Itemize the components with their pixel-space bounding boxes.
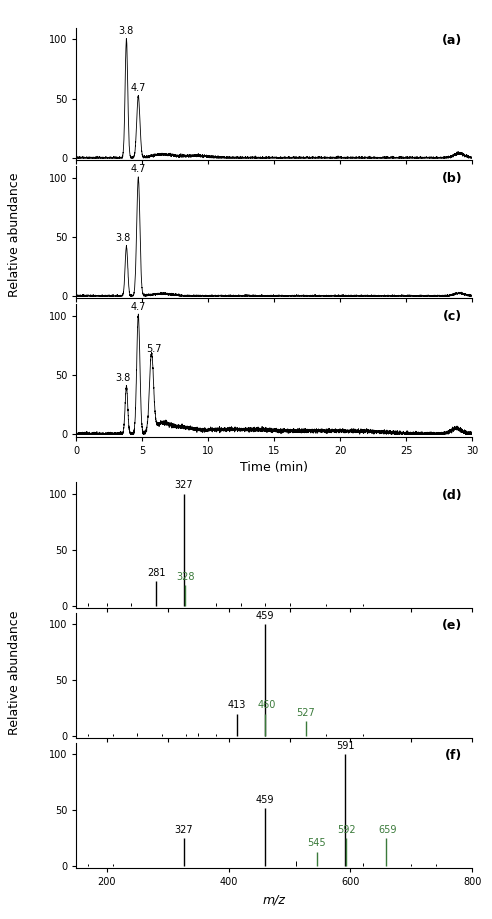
Text: (d): (d) [442,489,462,502]
Text: 459: 459 [255,795,274,805]
Text: 4.7: 4.7 [130,302,146,312]
Text: 3.8: 3.8 [115,373,130,383]
Text: (a): (a) [442,34,462,47]
Text: 4.7: 4.7 [130,164,146,174]
Text: Relative abundance: Relative abundance [8,172,21,297]
Text: (e): (e) [442,619,462,632]
Text: Relative abundance: Relative abundance [8,610,21,735]
Text: 591: 591 [336,741,354,751]
Text: 327: 327 [175,481,193,491]
Text: (c): (c) [443,311,462,323]
Text: 4.7: 4.7 [130,83,146,93]
Text: 3.8: 3.8 [115,233,130,243]
Text: 281: 281 [147,568,165,577]
Text: 327: 327 [175,825,193,834]
Text: (f): (f) [445,749,462,763]
Text: 3.8: 3.8 [119,26,134,36]
Text: 659: 659 [378,825,397,834]
Text: 413: 413 [227,700,246,710]
X-axis label: Time (min): Time (min) [240,461,308,474]
Text: (b): (b) [442,172,462,186]
Text: 592: 592 [338,825,356,834]
Text: 5.7: 5.7 [146,344,161,354]
X-axis label: m/z: m/z [263,893,286,906]
Text: 545: 545 [308,838,326,848]
Text: 527: 527 [297,708,315,718]
Text: 459: 459 [255,610,274,620]
Text: 328: 328 [177,572,195,582]
Text: 460: 460 [257,700,276,710]
